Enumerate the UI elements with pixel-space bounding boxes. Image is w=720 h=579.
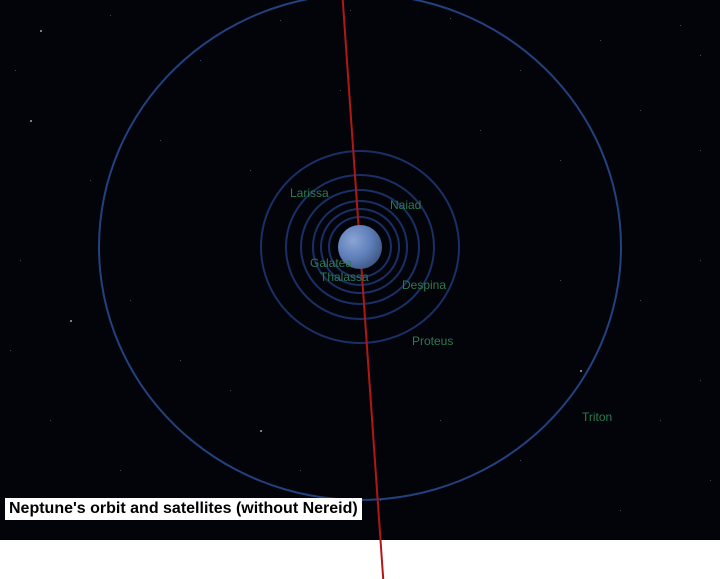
orbit-diagram: Naiad Larissa GalateaThalassa Despina Proteu… <box>0 0 720 540</box>
background-star <box>40 30 42 32</box>
background-star <box>700 380 701 381</box>
moon-label: Larissa <box>290 186 329 200</box>
moon-label: Triton <box>582 410 612 424</box>
background-star <box>700 55 701 56</box>
background-star <box>15 70 16 71</box>
background-star <box>10 350 11 351</box>
background-star <box>30 120 32 122</box>
background-star <box>710 480 711 481</box>
background-star <box>640 300 641 301</box>
background-star <box>600 40 601 41</box>
caption-text: Neptune's orbit and satellites (without … <box>5 498 362 520</box>
background-star <box>620 510 621 511</box>
background-star <box>660 420 661 421</box>
background-star <box>680 25 681 26</box>
moon-label: Galatea <box>310 256 352 270</box>
background-star <box>50 420 51 421</box>
background-star <box>120 470 121 471</box>
background-star <box>640 110 641 111</box>
moon-label: Despina <box>402 278 446 292</box>
background-star <box>110 15 111 16</box>
background-star <box>90 180 91 181</box>
background-star <box>700 260 701 261</box>
moon-label: Naiad <box>390 198 421 212</box>
background-star <box>520 460 521 461</box>
moon-label: Proteus <box>412 334 453 348</box>
background-star <box>700 150 701 151</box>
background-star <box>20 260 21 261</box>
moon-label: Thalassa <box>320 270 369 284</box>
background-star <box>70 320 72 322</box>
